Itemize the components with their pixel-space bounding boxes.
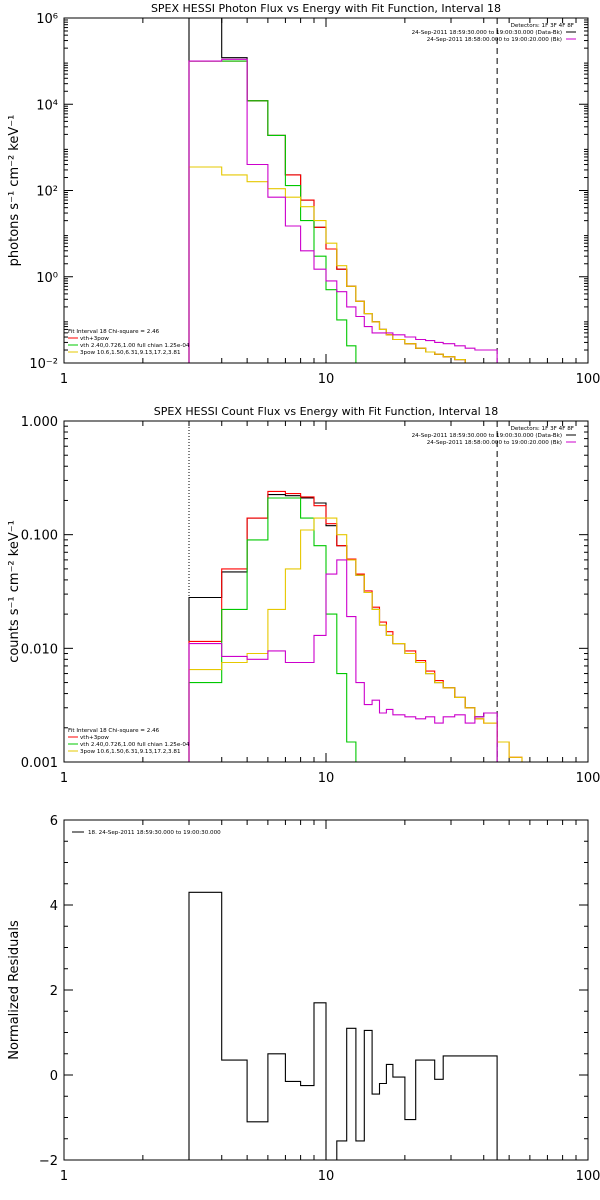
x-tick-label: 10 (318, 372, 335, 387)
residuals-panel: Normalized Residuals 1 10 100 −2 0 2 4 6 18. 24-S… (7, 814, 600, 1184)
legend-label: 3pow 10.6,1.50,6.31,9.13,17.2,3.81 (80, 350, 181, 356)
header-line: 24-Sep-2011 18:58:00.000 to 19:00:20.000… (427, 37, 562, 43)
y-tick-label: 1.000 (21, 415, 58, 430)
y-tick-label: −2 (39, 1154, 58, 1169)
legend: Fit Interval 18 Chi-square = 2.46vth+3po… (68, 728, 190, 755)
y-tick-label: 0.001 (21, 756, 58, 771)
x-tick-label: 10 (318, 771, 335, 786)
y-tick-label: 0 (50, 1069, 58, 1084)
plot-frame (63, 819, 589, 1161)
series-group (188, 18, 498, 363)
y-tick-label: 4 (50, 899, 58, 914)
series-bk (188, 58, 498, 363)
header-line: 24-Sep-2011 18:58:00.000 to 19:00:20.000… (427, 440, 562, 446)
legend-label: vth 2.40,0.726,1.00 full chian 1.25e-04 (80, 742, 190, 748)
x-tick-label: 100 (576, 1169, 600, 1184)
y-axis-label: counts s⁻¹ cm⁻² keV⁻¹ (7, 520, 22, 663)
header-line: Detectors: 1F 3F 4F 8F (511, 23, 574, 29)
y-tick-label: 10² (36, 185, 58, 200)
chart-title: SPEX HESSI Photon Flux vs Energy with Fi… (151, 2, 501, 15)
series-group (188, 891, 498, 1160)
y-tick-label: 0.010 (21, 642, 58, 657)
plot-frame (63, 420, 589, 763)
series-group (188, 490, 523, 762)
y-tick-label: 10⁻² (29, 357, 58, 372)
series-vth-2-40-0-726-1-00-full-chian-1-25e-04 (188, 497, 357, 762)
x-tick-label: 1 (60, 771, 68, 786)
x-ticks: 1 10 100 (60, 820, 600, 1184)
y-ticks: 10⁻² 10⁰ 10² 10⁴ 10⁶ (29, 12, 588, 372)
header-line: Detectors: 1F 3F 4F 8F (511, 426, 574, 432)
x-tick-label: 100 (576, 372, 600, 387)
legend-label: vth+3pow (80, 336, 109, 342)
y-tick-label: 10⁶ (36, 12, 58, 27)
series-residuals (188, 891, 498, 1160)
x-tick-label: 1 (60, 1169, 68, 1184)
y-tick-label: 10⁰ (36, 271, 58, 286)
series-vth-2-40-0-726-1-00-full-chian-1-25e-04 (188, 60, 365, 363)
y-tick-label: 10⁴ (36, 98, 58, 113)
legend-label: vth+3pow (80, 735, 109, 741)
series-3pow-10-6-1-50-6-31-9-13-17-2-3-81 (188, 166, 498, 363)
x-tick-label: 100 (576, 771, 600, 786)
legend-label: 18. 24-Sep-2011 18:59:30.000 to 19:00:30… (88, 830, 221, 836)
y-tick-label: 2 (50, 984, 58, 999)
y-axis-label: Normalized Residuals (7, 920, 22, 1060)
y-tick-label: 6 (50, 814, 58, 829)
x-tick-label: 1 (60, 372, 68, 387)
count-flux-panel: SPEX HESSI Count Flux vs Energy with Fit… (7, 405, 600, 786)
x-tick-label: 10 (318, 1169, 335, 1184)
series-3pow-10-6-1-50-6-31-9-13-17-2-3-81 (188, 517, 523, 762)
series-bk (188, 559, 498, 762)
legend-title: Fit Interval 18 Chi-square = 2.46 (68, 329, 160, 335)
y-ticks: 0.001 0.010 0.100 1.000 (21, 415, 588, 771)
series-vth-3pow (188, 60, 498, 363)
y-axis-label: photons s⁻¹ cm⁻² keV⁻¹ (7, 115, 22, 267)
legend: Fit Interval 18 Chi-square = 2.46vth+3po… (68, 329, 190, 356)
legend: 18. 24-Sep-2011 18:59:30.000 to 19:00:30… (72, 830, 221, 836)
plot-frame (63, 17, 589, 364)
legend-title: Fit Interval 18 Chi-square = 2.46 (68, 728, 160, 734)
chart-title: SPEX HESSI Count Flux vs Energy with Fit… (154, 405, 498, 418)
header-line: 24-Sep-2011 18:59:30.000 to 19:00:30.000… (412, 30, 562, 36)
legend-label: 3pow 10.6,1.50,6.31,9.13,17.2,3.81 (80, 749, 181, 755)
legend-label: vth 2.40,0.726,1.00 full chian 1.25e-04 (80, 343, 190, 349)
photon-flux-panel: SPEX HESSI Photon Flux vs Energy with Fi… (7, 2, 600, 387)
header-line: 24-Sep-2011 18:59:30.000 to 19:00:30.000… (412, 433, 562, 439)
y-ticks: −2 0 2 4 6 (39, 814, 588, 1169)
y-tick-label: 0.100 (21, 529, 58, 544)
series-data-bk (188, 18, 498, 363)
